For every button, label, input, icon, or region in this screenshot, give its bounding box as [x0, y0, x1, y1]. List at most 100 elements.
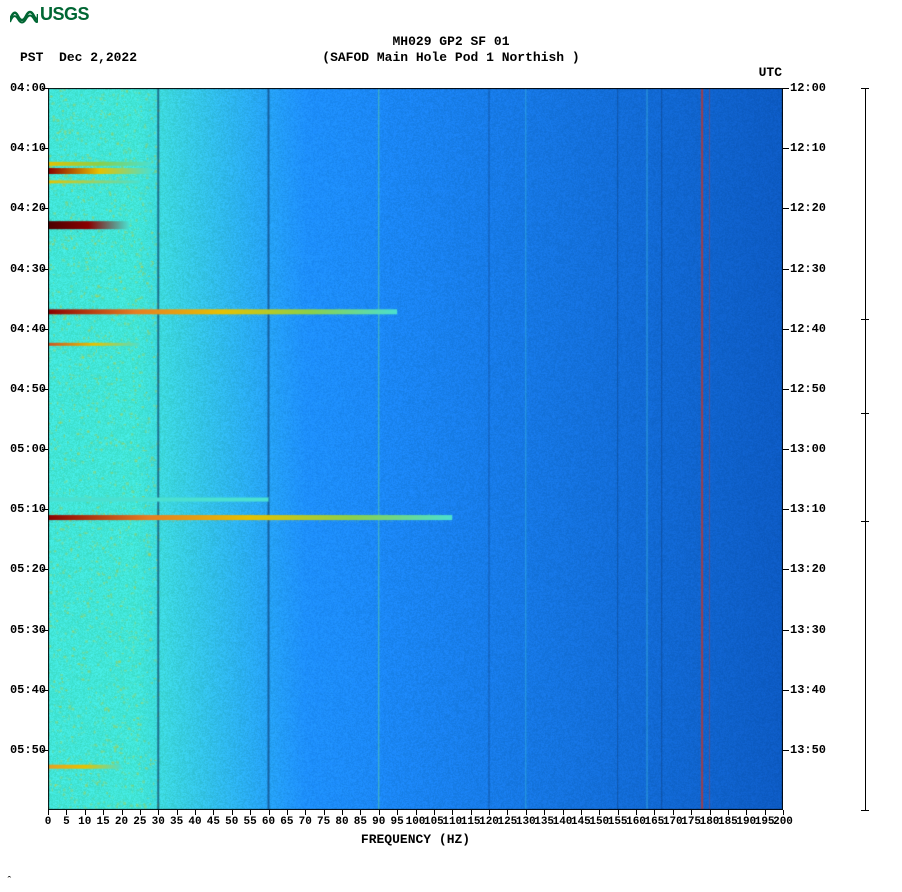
x-tick: 20: [115, 816, 128, 828]
x-tick: 40: [188, 816, 201, 828]
x-tick-mark: [563, 810, 564, 815]
x-tick: 145: [571, 816, 591, 828]
y-tick-mark: [42, 509, 48, 510]
scale-seg-mark: [861, 413, 869, 414]
tz-left: PST: [20, 50, 43, 65]
x-tick: 50: [225, 816, 238, 828]
y-right-tick: 12:40: [790, 323, 838, 335]
x-tick: 65: [280, 816, 293, 828]
y-tick-mark: [42, 208, 48, 209]
x-tick: 150: [589, 816, 609, 828]
scale-seg-mark: [861, 319, 869, 320]
y-left-tick: 05:00: [8, 443, 46, 455]
x-tick-mark: [48, 810, 49, 815]
x-tick: 95: [391, 816, 404, 828]
y-tick-mark: [42, 630, 48, 631]
x-tick: 0: [45, 816, 52, 828]
x-tick: 70: [299, 816, 312, 828]
x-tick-mark: [434, 810, 435, 815]
amplitude-scale-bar: [865, 88, 866, 810]
y-left-tick: 04:10: [8, 142, 46, 154]
date-left: PST Dec 2,2022: [20, 50, 137, 65]
date-value: Dec 2,2022: [59, 50, 137, 65]
x-tick: 15: [97, 816, 110, 828]
x-tick-mark: [213, 810, 214, 815]
x-tick: 165: [644, 816, 664, 828]
x-tick-mark: [544, 810, 545, 815]
x-tick-mark: [287, 810, 288, 815]
y-right-tick: 12:50: [790, 383, 838, 395]
y-tick-mark: [783, 269, 789, 270]
x-tick: 195: [755, 816, 775, 828]
x-tick: 180: [700, 816, 720, 828]
x-tick: 110: [442, 816, 462, 828]
y-right-tick: 13:00: [790, 443, 838, 455]
x-tick: 105: [424, 816, 444, 828]
sub-header: PST Dec 2,2022 (SAFOD Main Hole Pod 1 No…: [0, 50, 902, 65]
y-tick-mark: [783, 449, 789, 450]
y-tick-mark: [783, 329, 789, 330]
y-tick-mark: [783, 690, 789, 691]
x-tick: 155: [608, 816, 628, 828]
x-tick: 115: [461, 816, 481, 828]
y-tick-mark: [42, 389, 48, 390]
scale-seg-mark: [861, 810, 869, 811]
y-right-tick: 12:00: [790, 82, 838, 94]
x-tick-mark: [342, 810, 343, 815]
x-tick-mark: [507, 810, 508, 815]
y-left-tick: 05:20: [8, 563, 46, 575]
x-tick: 85: [354, 816, 367, 828]
wave-icon: [10, 6, 38, 24]
x-tick-mark: [269, 810, 270, 815]
y-tick-mark: [42, 690, 48, 691]
x-tick: 130: [516, 816, 536, 828]
x-tick-mark: [765, 810, 766, 815]
y-left-tick: 04:00: [8, 82, 46, 94]
x-tick-mark: [710, 810, 711, 815]
y-right-tick: 13:30: [790, 624, 838, 636]
x-tick: 30: [152, 816, 165, 828]
x-tick: 125: [497, 816, 517, 828]
y-left-tick: 04:40: [8, 323, 46, 335]
y-tick-mark: [42, 88, 48, 89]
y-right-tick: 12:20: [790, 202, 838, 214]
x-tick-mark: [250, 810, 251, 815]
x-axis-label: FREQUENCY (HZ): [48, 832, 783, 847]
x-tick: 25: [133, 816, 146, 828]
x-tick-mark: [195, 810, 196, 815]
x-tick: 55: [244, 816, 257, 828]
x-tick-mark: [416, 810, 417, 815]
x-tick-mark: [140, 810, 141, 815]
x-tick: 100: [406, 816, 426, 828]
y-tick-mark: [783, 750, 789, 751]
footer-mark: ˆ: [6, 876, 13, 888]
x-tick-mark: [673, 810, 674, 815]
y-right-tick: 12:30: [790, 263, 838, 275]
x-tick-mark: [581, 810, 582, 815]
x-tick: 160: [626, 816, 646, 828]
x-tick-mark: [379, 810, 380, 815]
x-tick-mark: [66, 810, 67, 815]
y-tick-mark: [783, 569, 789, 570]
x-tick: 185: [718, 816, 738, 828]
x-tick-mark: [324, 810, 325, 815]
x-tick: 60: [262, 816, 275, 828]
usgs-logo: USGS: [10, 4, 89, 25]
x-tick: 80: [335, 816, 348, 828]
y-tick-mark: [783, 630, 789, 631]
y-right-tick: 12:10: [790, 142, 838, 154]
x-tick-mark: [177, 810, 178, 815]
y-tick-mark: [783, 88, 789, 89]
x-tick-mark: [489, 810, 490, 815]
x-tick-mark: [452, 810, 453, 815]
y-tick-mark: [783, 509, 789, 510]
x-tick: 135: [534, 816, 554, 828]
x-tick-mark: [85, 810, 86, 815]
x-tick-mark: [526, 810, 527, 815]
y-tick-mark: [42, 449, 48, 450]
x-tick: 140: [553, 816, 573, 828]
y-left-tick: 05:50: [8, 744, 46, 756]
y-left-tick: 04:20: [8, 202, 46, 214]
x-tick: 75: [317, 816, 330, 828]
x-tick: 120: [479, 816, 499, 828]
